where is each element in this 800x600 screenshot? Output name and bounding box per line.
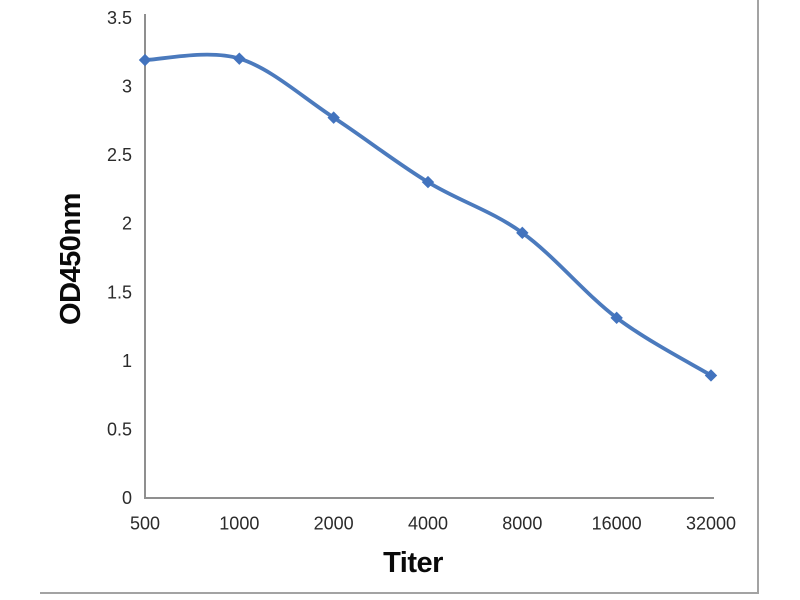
x-tick-label: 8000 — [502, 514, 542, 534]
y-tick-label: 1 — [122, 351, 132, 371]
x-axis-title: Titer — [383, 547, 443, 579]
y-tick-label: 3 — [122, 77, 132, 97]
x-tick-label: 32000 — [686, 514, 736, 534]
y-tick-label: 2.5 — [107, 145, 132, 165]
data-point-marker — [421, 175, 435, 189]
x-tick-label: 2000 — [314, 514, 354, 534]
image-frame-right-border — [757, 0, 759, 594]
x-tick-label: 500 — [130, 514, 160, 534]
x-tick-label: 16000 — [592, 514, 642, 534]
y-tick-label: 1.5 — [107, 282, 132, 302]
data-point-marker — [516, 226, 529, 240]
data-point-marker — [610, 311, 623, 325]
y-tick-label: 2 — [122, 214, 132, 234]
x-tick-label: 1000 — [219, 514, 259, 534]
data-point-marker — [233, 52, 246, 65]
y-tick-label: 0 — [122, 488, 132, 508]
y-axis-title: OD450nm — [55, 193, 87, 325]
data-point-marker — [138, 53, 152, 67]
y-tick-label: 3.5 — [107, 8, 132, 28]
x-tick-label: 4000 — [408, 514, 448, 534]
series-line — [143, 52, 713, 378]
data-point-marker — [327, 111, 340, 124]
image-frame-bottom-border — [40, 592, 759, 594]
data-point-marker — [704, 369, 718, 382]
y-tick-label: 0.5 — [107, 419, 132, 439]
